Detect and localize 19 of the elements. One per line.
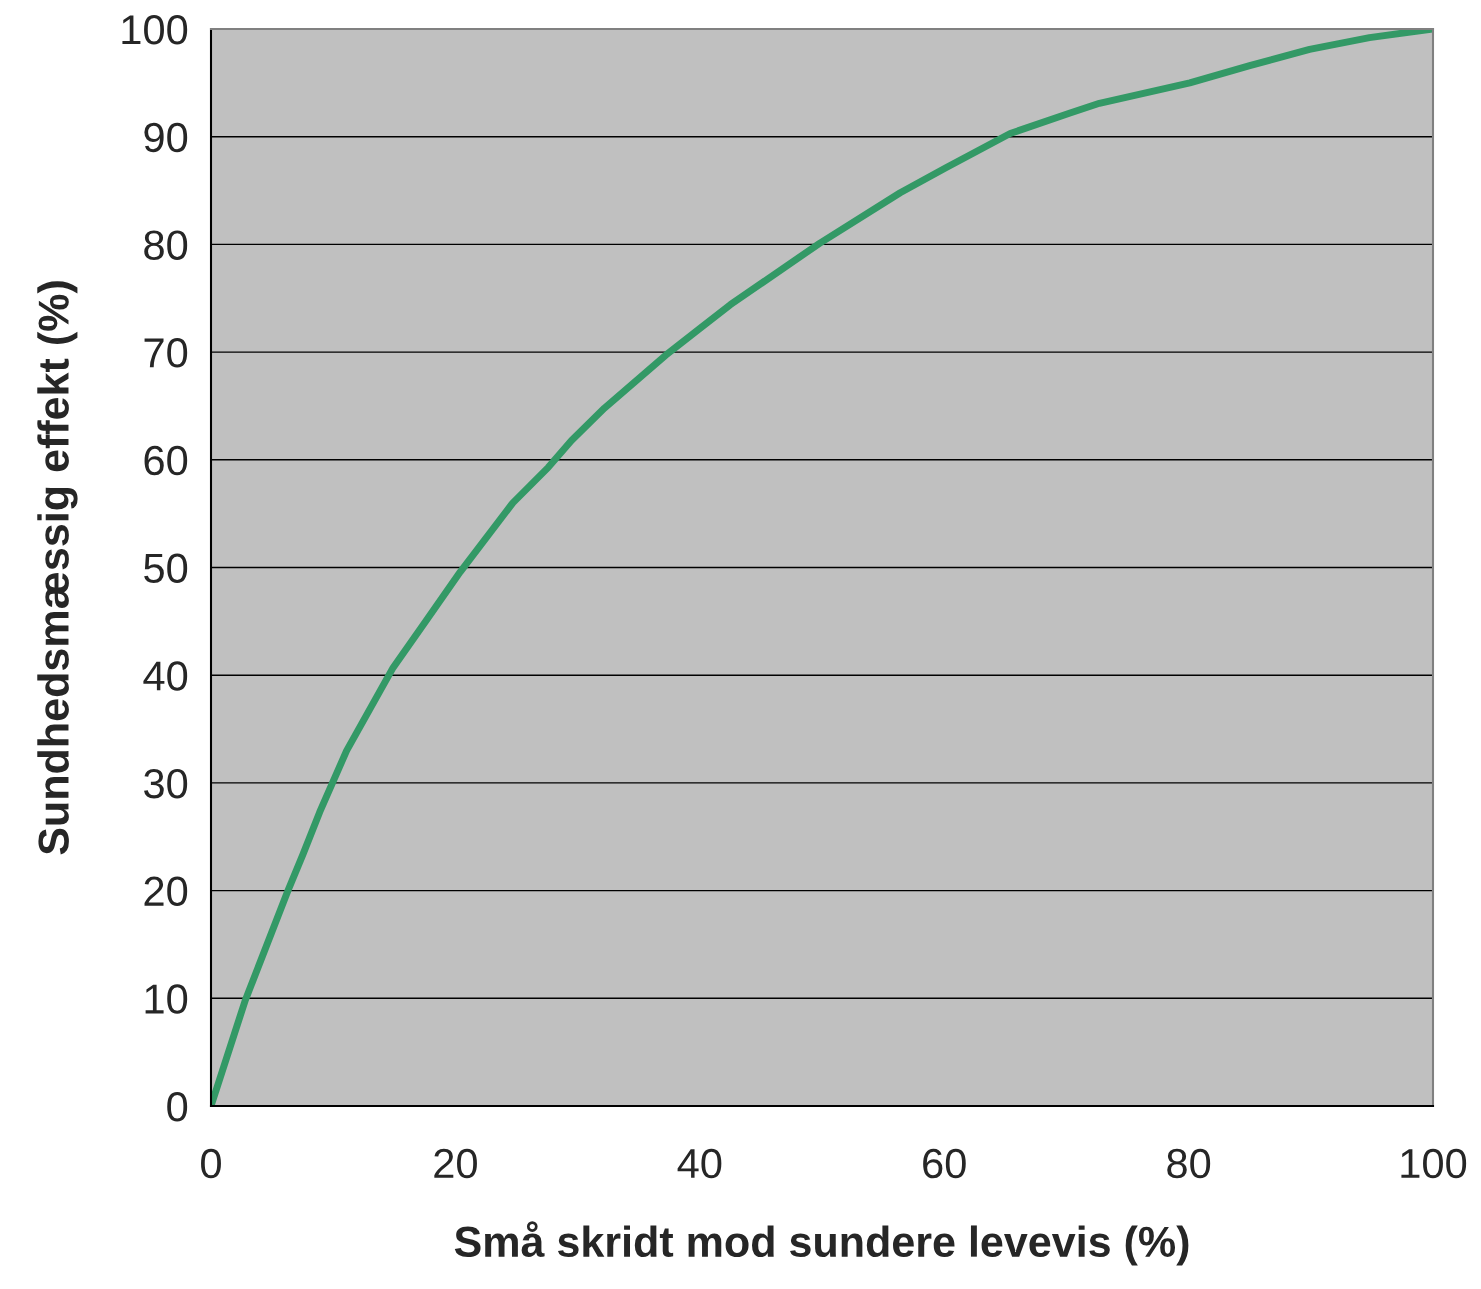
y-tick-label: 70 [144, 338, 188, 368]
x-axis-title: Små skridt mod sundere levevis (%) [454, 1221, 1189, 1266]
y-tick-label: 60 [144, 445, 188, 476]
x-tick-label: 80 [1167, 1148, 1211, 1179]
x-tick-label: 0 [201, 1148, 221, 1179]
y-axis-title: Sundhedsmæssig effekt (%) [37, 281, 78, 855]
y-tick-label: 90 [144, 122, 188, 153]
y-tick-label: 10 [145, 984, 188, 1014]
y-tick-label: 30 [144, 768, 188, 799]
x-tick-label: 100 [1401, 1148, 1467, 1179]
y-tick-label: 40 [143, 661, 188, 691]
y-tick-label: 20 [144, 876, 188, 907]
y-tick-label: 0 [167, 1092, 188, 1122]
x-tick-label: 60 [923, 1148, 966, 1179]
y-tick-label: 50 [144, 553, 188, 584]
x-tick-label: 20 [434, 1148, 477, 1179]
y-tick-label: 80 [144, 230, 188, 260]
x-tick-label: 40 [677, 1148, 722, 1179]
y-tick-label: 100 [122, 15, 188, 45]
